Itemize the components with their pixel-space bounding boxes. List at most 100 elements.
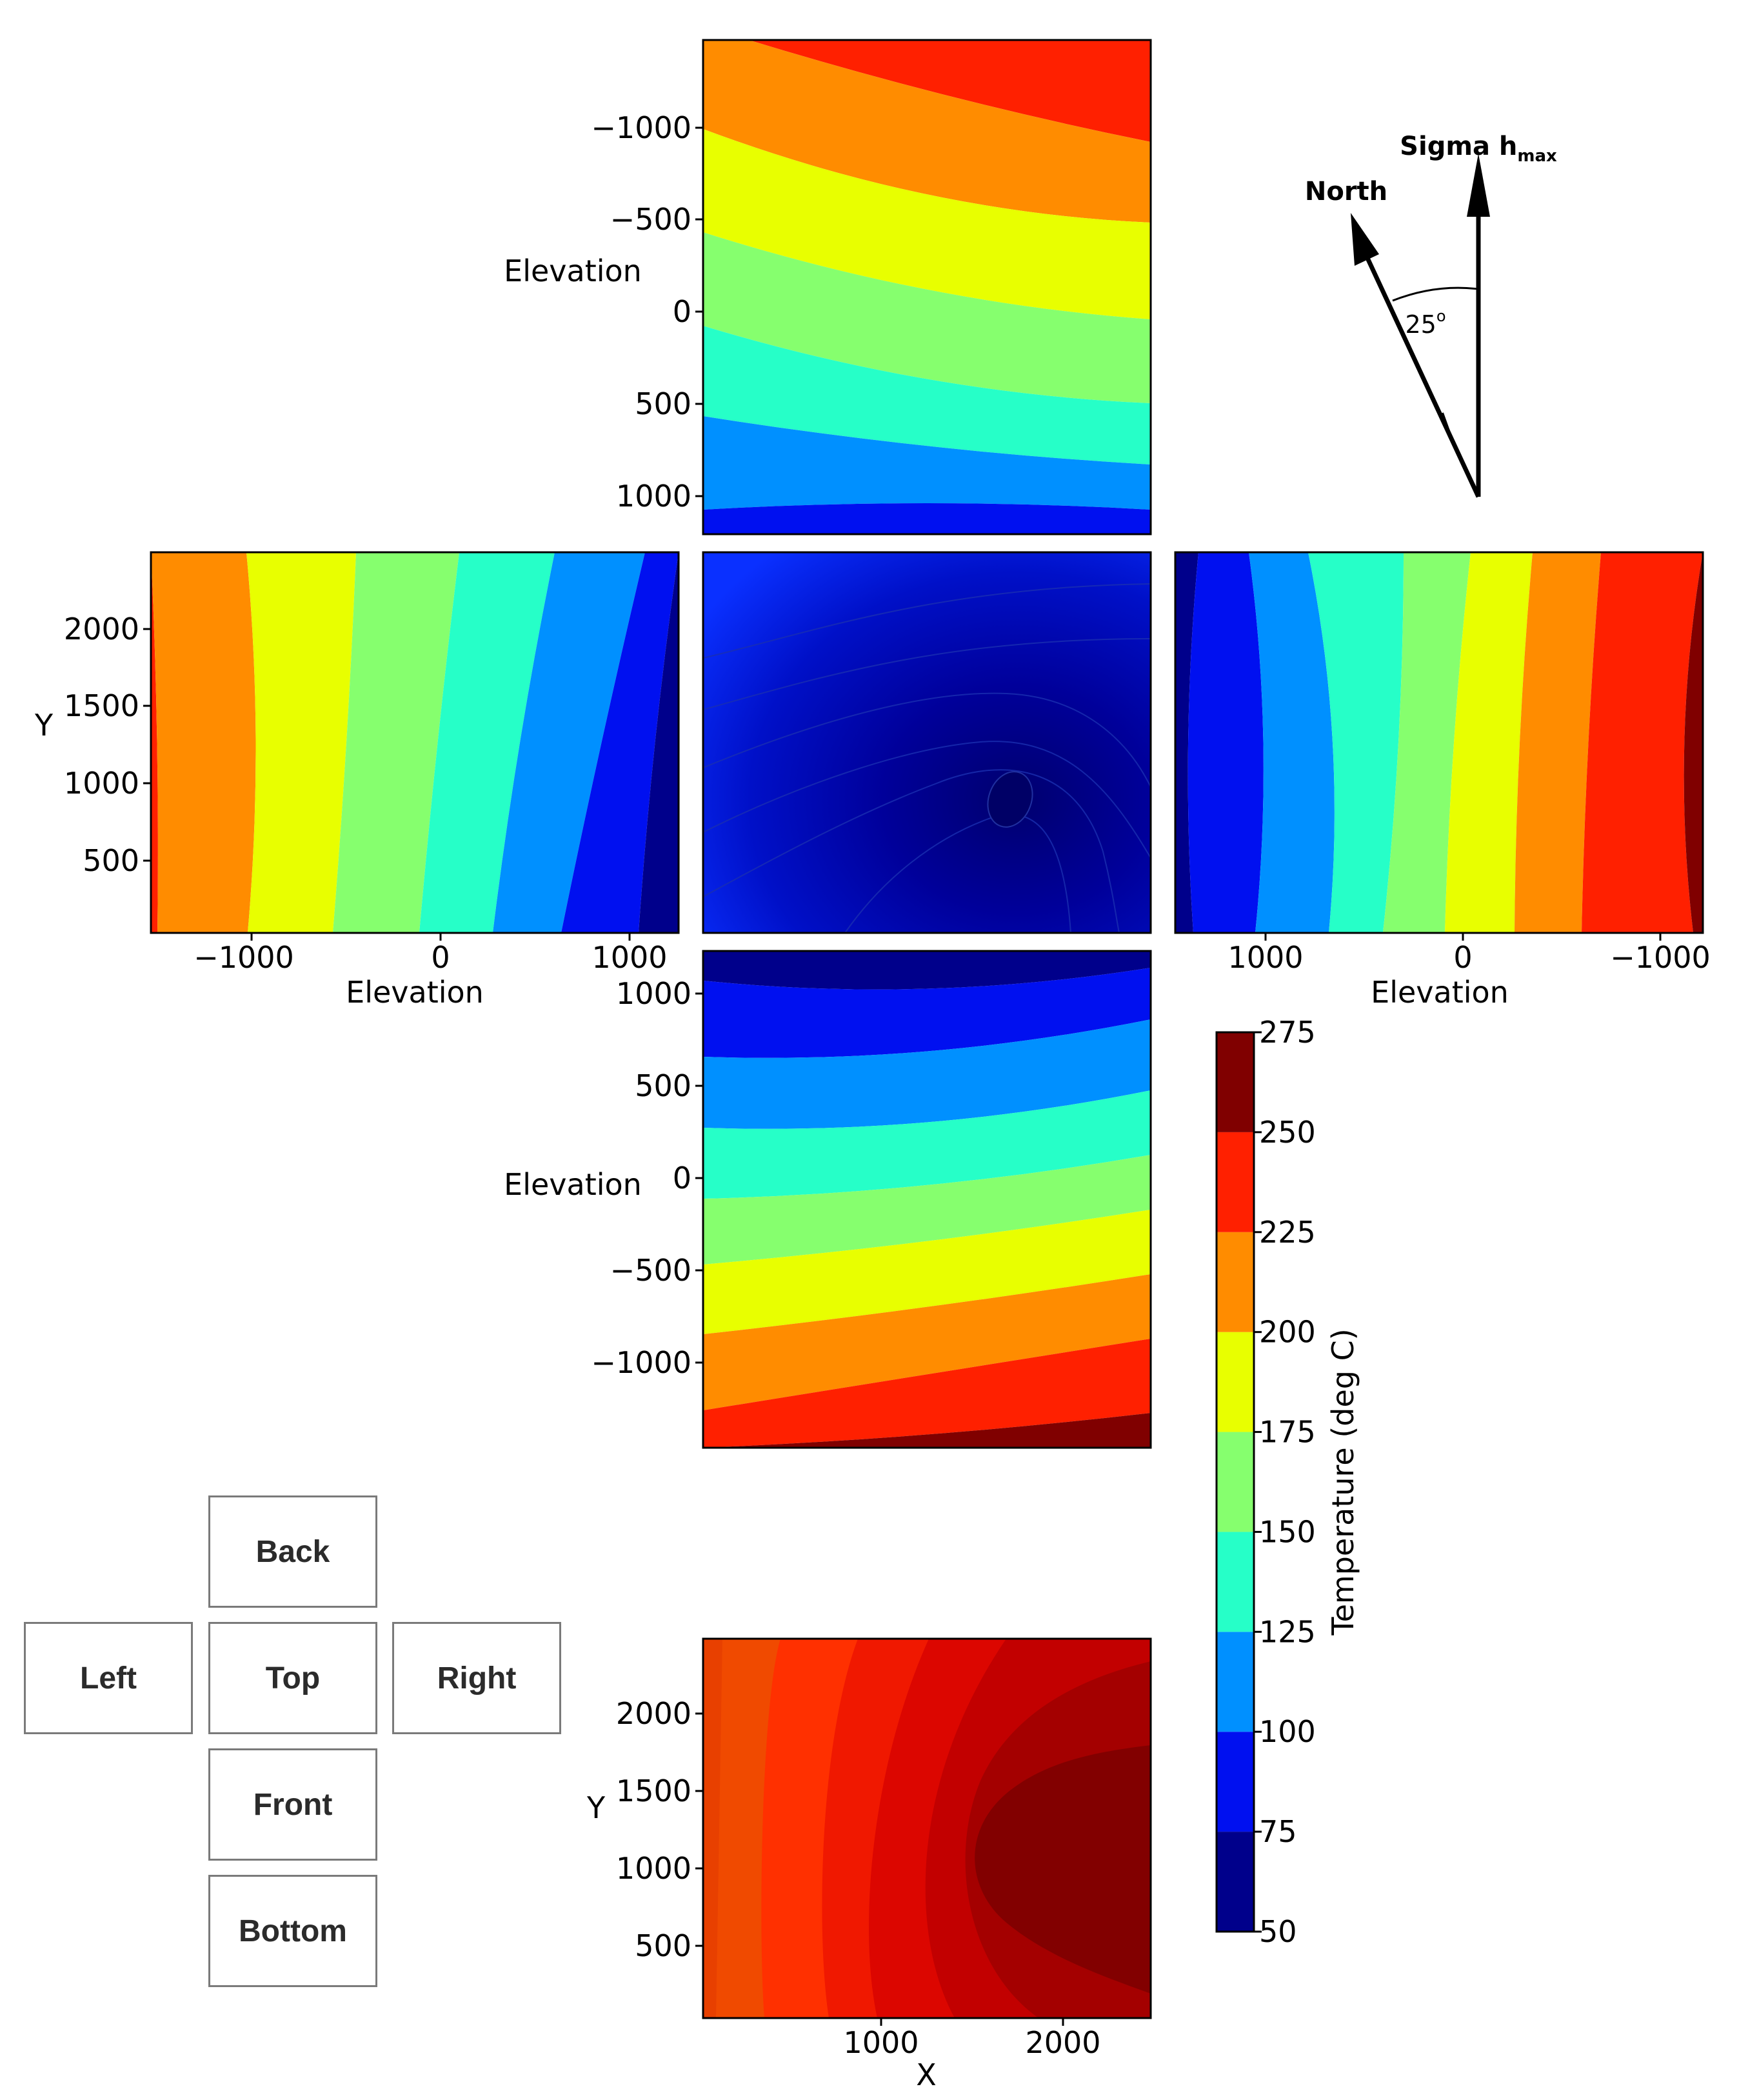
colorbar-swatch — [1217, 1532, 1254, 1632]
left-ytick: 500 — [83, 843, 139, 878]
colorbar-swatch — [1217, 1332, 1254, 1432]
colorbar-swatch — [1217, 1432, 1254, 1532]
front-button[interactable]: Front — [208, 1748, 377, 1861]
north-label: North — [1305, 177, 1387, 206]
contour-band — [151, 552, 158, 933]
front-y-ticks: 1000 500 0 −500 −1000 — [591, 976, 703, 1380]
contour-band — [703, 326, 1151, 465]
back-ytick: 500 — [635, 386, 691, 421]
contour-band — [703, 232, 1151, 403]
right-button[interactable]: Right — [392, 1622, 561, 1734]
contour-band — [639, 552, 679, 933]
contour-band — [1175, 552, 1198, 933]
contour-band — [703, 1274, 1151, 1410]
front-ytick: 0 — [673, 1161, 691, 1195]
contour-band — [703, 503, 1151, 534]
contour-band — [1684, 552, 1703, 933]
right-x-ticks: 1000 0 −1000 — [1227, 933, 1711, 975]
left-x-ticks: −1000 0 1000 — [194, 933, 668, 975]
bottom-xtick: 1000 — [843, 2025, 919, 2060]
contour-band — [151, 552, 256, 933]
left-ytick: 1500 — [64, 688, 139, 723]
panel-right: 1000 0 −1000 Elevation — [1174, 551, 1711, 1010]
bottom-y-ticks: 2000 1500 1000 500 — [616, 1696, 703, 1963]
right-xtick: −1000 — [1610, 940, 1711, 975]
contour-band — [703, 1413, 1151, 1448]
contour-band — [703, 951, 1151, 990]
left-xtick: −1000 — [194, 940, 294, 975]
bottom-ytick: 2000 — [616, 1696, 691, 1731]
right-xtick: 0 — [1453, 940, 1472, 975]
back-ylabel: Elevation — [504, 254, 642, 288]
contour-band — [703, 129, 1151, 319]
left-xtick: 1000 — [591, 940, 667, 975]
left-xlabel: Elevation — [346, 975, 484, 1010]
panel-front: 1000 500 0 −500 −1000 Elevation — [504, 950, 1152, 1449]
contour-band — [1249, 552, 1335, 933]
contour-band — [246, 552, 356, 933]
contour-band — [1445, 552, 1533, 933]
colorbar-tick-label: 200 — [1259, 1315, 1316, 1350]
colorbar-tick-label: 75 — [1259, 1814, 1297, 1849]
sigma-arrow-icon — [1467, 154, 1490, 217]
back-ytick: 1000 — [616, 479, 691, 514]
contour-band — [1515, 552, 1601, 933]
front-ytick: 500 — [635, 1068, 691, 1103]
left-button[interactable]: Left — [24, 1622, 193, 1734]
colorbar-tick-label: 250 — [1259, 1115, 1316, 1150]
contour-band — [1383, 552, 1471, 933]
contour-band — [703, 1210, 1151, 1334]
back-ytick: 0 — [673, 294, 691, 329]
panel-bottom: 2000 1500 1000 500 1000 2000 X Y — [586, 1637, 1152, 2092]
top-button[interactable]: Top — [208, 1622, 377, 1734]
contour-band — [703, 968, 1151, 1058]
bottom-ylabel: Y — [586, 1790, 606, 1825]
colorbar-tick-label: 125 — [1259, 1614, 1316, 1649]
bottom-ytick: 1500 — [616, 1774, 691, 1808]
front-ylabel: Elevation — [504, 1167, 642, 1202]
colorbar-swatch — [1217, 1632, 1254, 1732]
back-ytick: −500 — [610, 202, 691, 237]
colorbar-tick-label: 100 — [1259, 1714, 1316, 1749]
compass: 25o North Sigma hmax — [1305, 132, 1557, 498]
contour-band — [1582, 552, 1703, 933]
panel-top — [702, 551, 1152, 934]
contour-band — [703, 40, 1151, 223]
colorbar: 50 75 100 125 150 175 200 225 250 275 Temperature… — [1215, 1015, 1360, 1949]
colorbar-tick-label: 275 — [1259, 1015, 1316, 1050]
front-ytick: 1000 — [616, 976, 691, 1011]
right-xtick: 1000 — [1227, 940, 1303, 975]
left-xtick: 0 — [431, 940, 450, 975]
contour-band — [703, 1019, 1151, 1129]
back-ytick: −1000 — [591, 110, 691, 145]
bottom-button[interactable]: Bottom — [208, 1875, 377, 1987]
sigma-label: Sigma hmax — [1400, 132, 1557, 166]
colorbar-tick-label: 150 — [1259, 1514, 1316, 1549]
contour-band — [1308, 552, 1404, 933]
contour-band — [561, 552, 679, 933]
contour-band — [703, 1090, 1151, 1199]
bottom-xlabel: X — [916, 2057, 937, 2092]
contour-band — [493, 552, 645, 933]
contour-band — [703, 40, 1151, 142]
left-y-ticks: 2000 1500 1000 500 — [64, 612, 151, 878]
contour-band — [419, 552, 555, 933]
colorbar-swatch — [1217, 1132, 1254, 1232]
back-button[interactable]: Back — [208, 1495, 377, 1608]
contour-band — [333, 552, 459, 933]
left-ylabel: Y — [34, 708, 54, 743]
front-ytick: −500 — [610, 1253, 691, 1288]
colorbar-tick-label: 175 — [1259, 1415, 1316, 1450]
colorbar-swatch — [1217, 1832, 1254, 1932]
panel-left: 2000 1500 1000 500 −1000 0 1000 Elevatio… — [34, 551, 680, 1010]
colorbar-swatch — [1217, 1232, 1254, 1332]
contour-band — [703, 416, 1151, 510]
contour-band — [703, 1339, 1151, 1448]
bottom-xtick: 2000 — [1025, 2025, 1100, 2060]
contour-band — [703, 1155, 1151, 1265]
left-ytick: 2000 — [64, 612, 139, 646]
front-ytick: −1000 — [591, 1345, 691, 1380]
compass-angle: 25o — [1405, 307, 1446, 339]
bottom-ytick: 500 — [635, 1928, 691, 1963]
